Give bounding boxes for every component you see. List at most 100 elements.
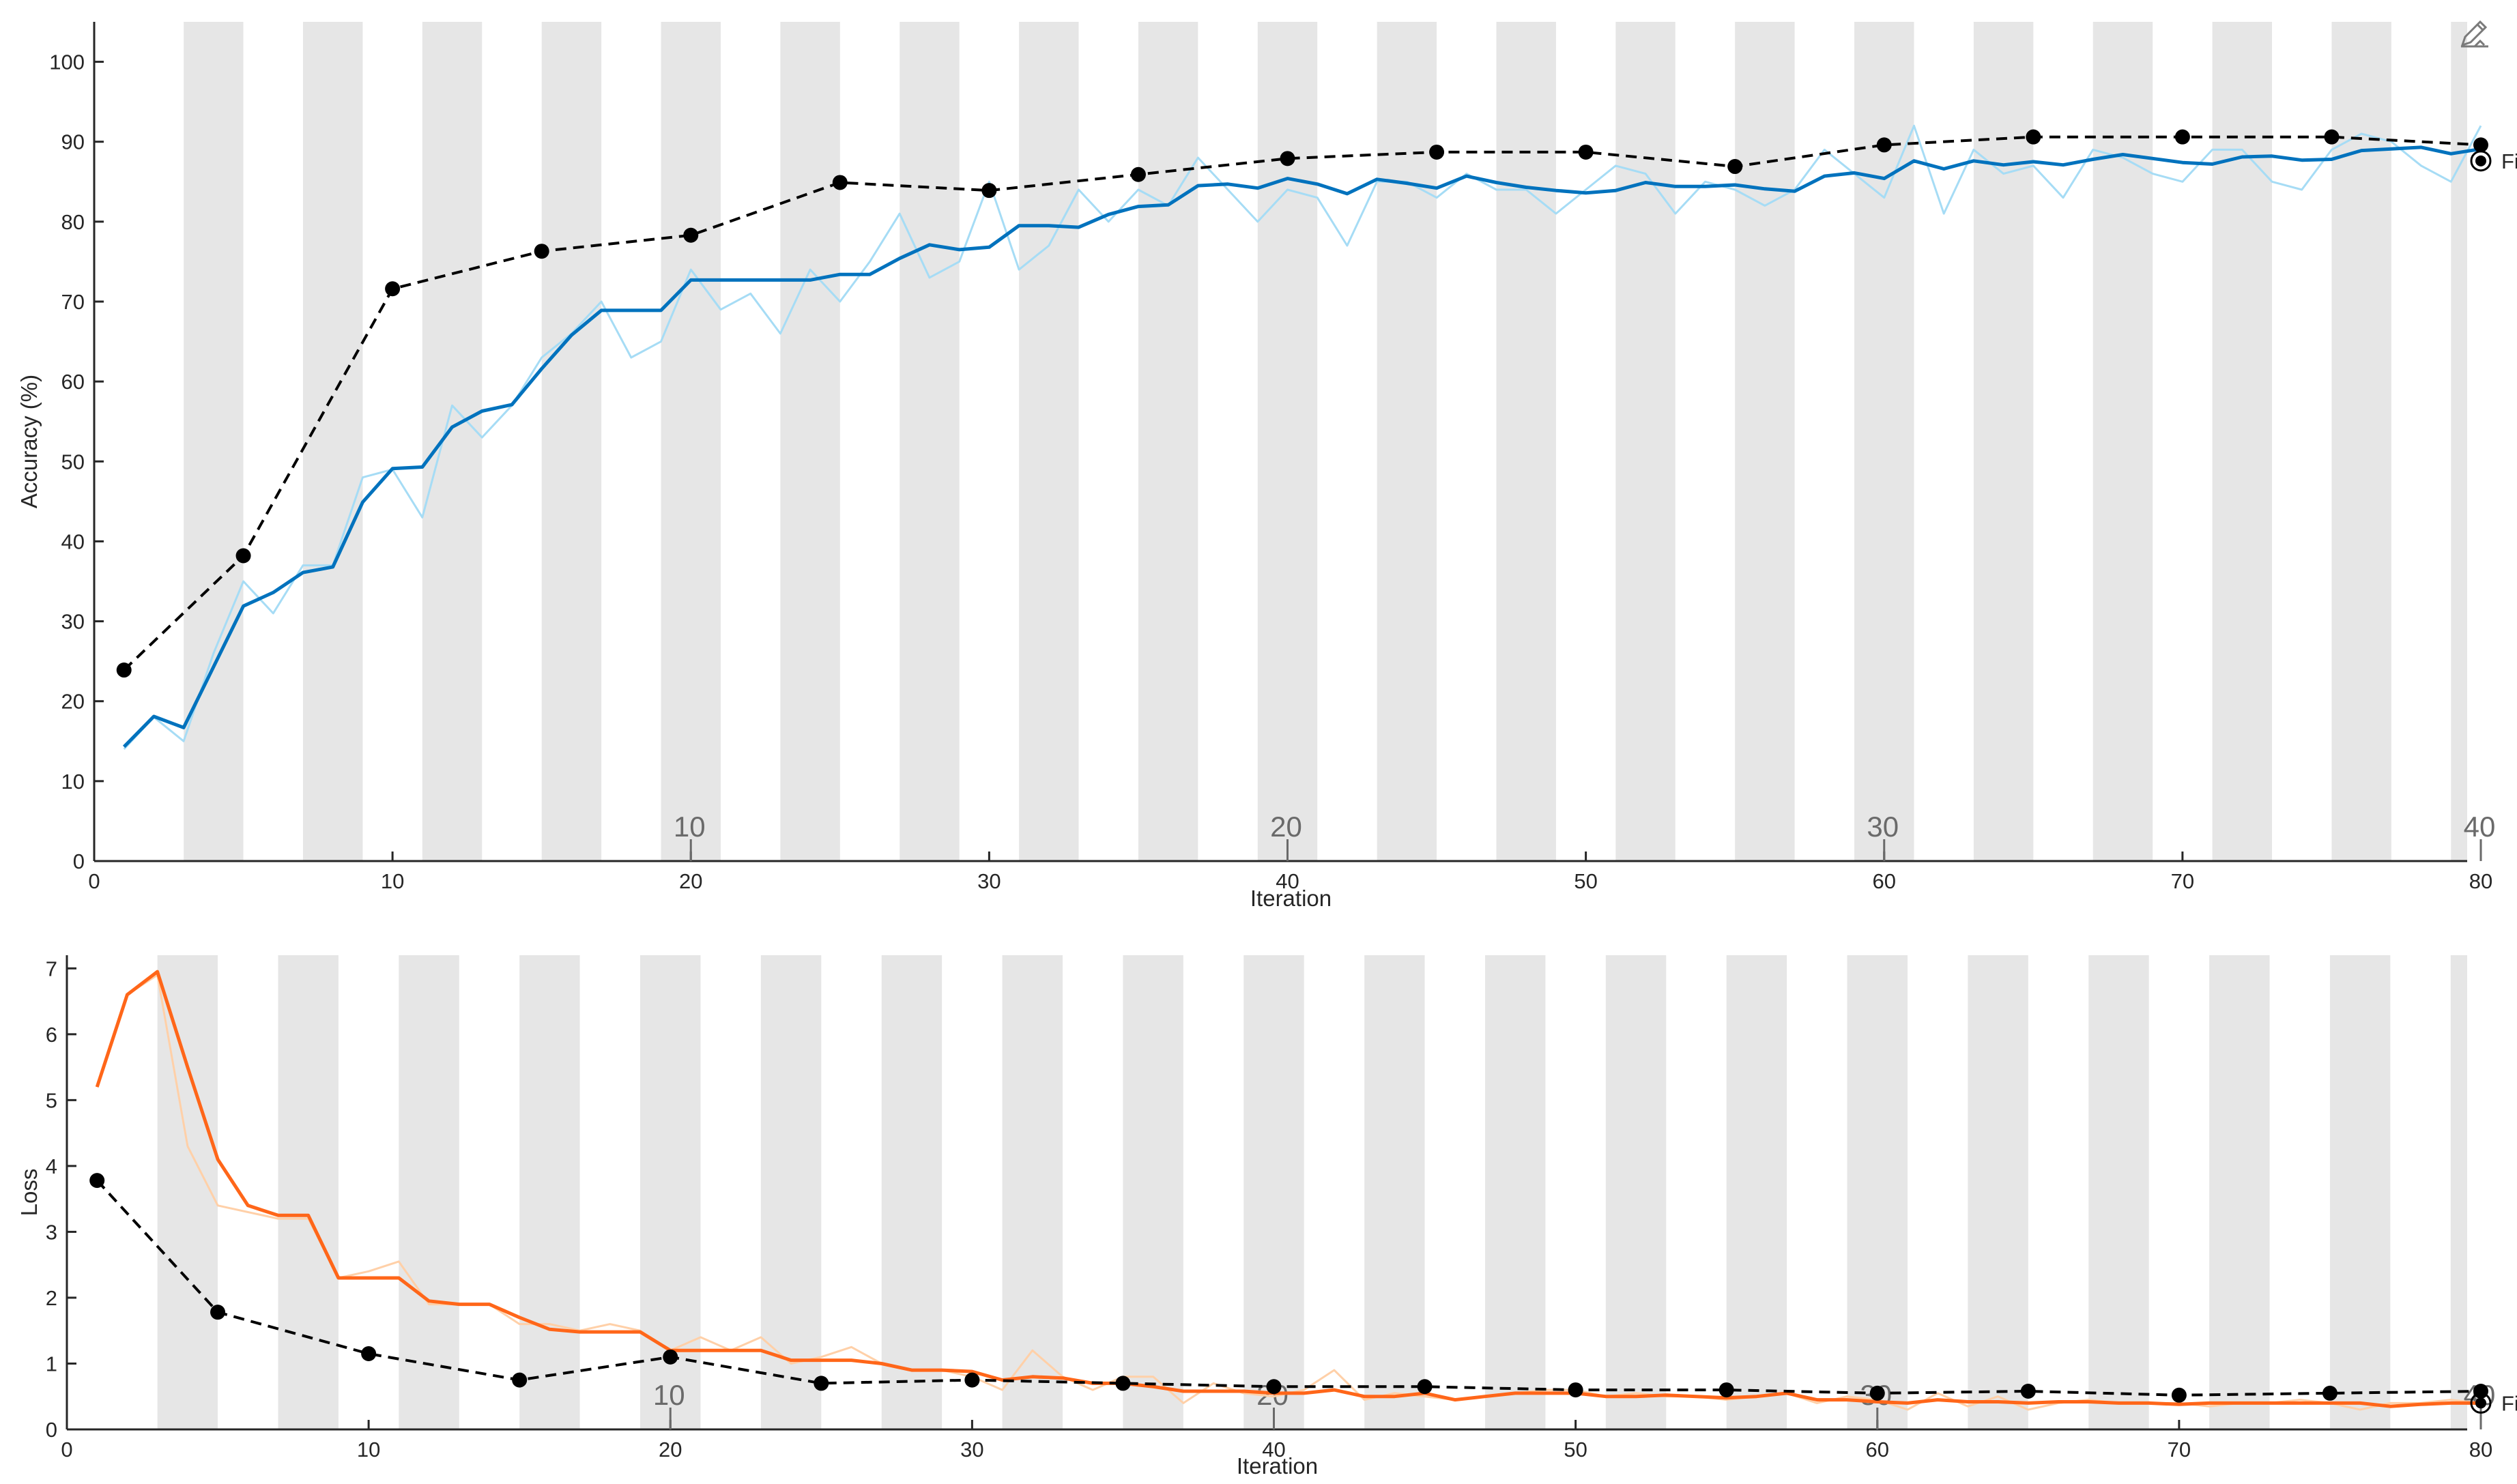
accuracy-validation-point xyxy=(2324,129,2340,145)
loss-epoch-band xyxy=(1968,955,2028,1429)
accuracy-x-tick-label: 40 xyxy=(1276,869,1299,893)
accuracy-x-tick-label: 80 xyxy=(2469,869,2492,893)
loss-validation-point xyxy=(512,1372,528,1388)
loss-validation-point xyxy=(814,1376,829,1391)
accuracy-final-label: Final xyxy=(2501,149,2517,173)
accuracy-epoch-band xyxy=(2212,22,2273,861)
loss-x-label: Iteration xyxy=(1237,1453,1318,1479)
edit-export-icon[interactable] xyxy=(2457,15,2492,50)
loss-x-tick-label: 50 xyxy=(1564,1438,1587,1461)
loss-validation-point xyxy=(1718,1382,1734,1398)
accuracy-epoch-band xyxy=(1257,22,1318,861)
loss-y-tick-label: 4 xyxy=(46,1154,57,1178)
loss-epoch-label: 10 xyxy=(653,1379,685,1411)
accuracy-validation-point xyxy=(2473,137,2488,153)
accuracy-validation-point xyxy=(832,175,848,190)
loss-validation-point xyxy=(210,1305,226,1320)
accuracy-validation-point xyxy=(981,183,997,199)
loss-epoch-band xyxy=(1605,955,1667,1429)
loss-epoch-band xyxy=(1364,955,1425,1429)
loss-validation-point xyxy=(663,1349,678,1365)
accuracy-epoch-band xyxy=(2331,22,2391,861)
loss-y-label: Loss xyxy=(16,1169,42,1217)
loss-x-tick-label: 10 xyxy=(357,1438,380,1461)
accuracy-epoch-band xyxy=(1019,22,1079,861)
loss-epoch-band xyxy=(1243,955,1304,1429)
accuracy-epoch-band xyxy=(184,22,244,861)
loss-y-tick-label: 7 xyxy=(46,957,57,980)
loss-x-tick-label: 70 xyxy=(2168,1438,2191,1461)
loss-validation-point xyxy=(2020,1384,2036,1399)
accuracy-epoch-label: 20 xyxy=(1270,811,1302,843)
accuracy-epoch-band xyxy=(2092,22,2153,861)
accuracy-epoch-band xyxy=(661,22,721,861)
loss-y-tick-label: 1 xyxy=(46,1352,57,1376)
accuracy-validation-point xyxy=(2174,129,2190,145)
accuracy-epoch-band xyxy=(541,22,602,861)
loss-y-tick-label: 3 xyxy=(46,1220,57,1244)
accuracy-x-tick-label: 60 xyxy=(1873,869,1896,893)
loss-epoch-band xyxy=(399,955,459,1429)
loss-epoch-band xyxy=(760,955,822,1429)
loss-epoch-band xyxy=(1123,955,1183,1429)
accuracy-epoch-label: 40 xyxy=(2464,811,2496,843)
accuracy-epoch-band xyxy=(1615,22,1675,861)
pencil-icon xyxy=(2460,20,2488,48)
accuracy-x-tick-label: 0 xyxy=(88,869,100,893)
accuracy-validation-point xyxy=(1578,144,1594,160)
loss-epoch-band xyxy=(1726,955,1787,1429)
accuracy-epoch-band xyxy=(1377,22,1437,861)
loss-y-tick-label: 6 xyxy=(46,1023,57,1047)
loss-final-marker-dot xyxy=(2475,1397,2486,1409)
accuracy-final-marker-dot xyxy=(2475,155,2486,166)
loss-panel: 012345670102030405060708010203040LossIte… xyxy=(16,955,2517,1479)
accuracy-validation-point xyxy=(534,244,549,259)
accuracy-panel: 0 10 20 30 40 50 60 70 80 90 100 0 10 20 30 40 50 60 70 80 1… xyxy=(16,22,2517,911)
accuracy-validation-point xyxy=(1280,151,1295,166)
loss-validation-point xyxy=(1869,1385,1885,1401)
accuracy-epoch-band xyxy=(1138,22,1198,861)
accuracy-epoch-band xyxy=(422,22,483,861)
accuracy-smoothed-series-line xyxy=(122,145,2482,748)
accuracy-y-tick-label: 40 xyxy=(61,529,85,553)
loss-smoothed-series-line xyxy=(95,970,2481,1408)
loss-validation-point xyxy=(89,1173,105,1189)
loss-validation-point xyxy=(2322,1385,2338,1401)
loss-epoch-band xyxy=(1002,955,1063,1429)
loss-final-label: Final xyxy=(2501,1391,2517,1415)
loss-x-tick-label: 60 xyxy=(1866,1438,1889,1461)
accuracy-y-tick-label: 100 xyxy=(49,50,85,74)
accuracy-epoch-band xyxy=(780,22,840,861)
accuracy-x-tick-label: 70 xyxy=(2171,869,2194,893)
loss-y-tick-label: 5 xyxy=(46,1088,57,1112)
loss-validation-point xyxy=(1417,1379,1433,1395)
loss-x-tick-label: 80 xyxy=(2469,1438,2492,1461)
accuracy-x-tick-label: 30 xyxy=(977,869,1001,893)
accuracy-y-tick-label: 50 xyxy=(61,450,85,474)
accuracy-x-label: Iteration xyxy=(1250,886,1332,911)
accuracy-validation-point xyxy=(2026,129,2041,145)
accuracy-validation-point xyxy=(116,663,132,678)
loss-epoch-band xyxy=(278,955,339,1429)
accuracy-y-label: Accuracy (%) xyxy=(16,375,42,508)
accuracy-epoch-band xyxy=(1496,22,1556,861)
loss-x-tick-label: 30 xyxy=(960,1438,983,1461)
accuracy-y-tick-label: 90 xyxy=(61,130,85,154)
loss-epoch-band xyxy=(2329,955,2391,1429)
loss-validation-point xyxy=(1266,1379,1282,1395)
loss-epoch-band xyxy=(2209,955,2270,1429)
loss-y-tick-label: 2 xyxy=(46,1286,57,1310)
loss-x-tick-label: 0 xyxy=(61,1438,72,1461)
accuracy-final-marker xyxy=(2470,150,2492,172)
accuracy-validation-point xyxy=(683,227,699,243)
loss-validation-point xyxy=(2171,1387,2187,1403)
accuracy-x-tick-label: 10 xyxy=(381,869,404,893)
accuracy-validation-point xyxy=(1727,159,1743,175)
accuracy-validation-point xyxy=(1130,166,1146,182)
accuracy-y-tick-label: 80 xyxy=(61,210,85,234)
accuracy-epoch-band xyxy=(302,22,363,861)
loss-epoch-band xyxy=(1484,955,1546,1429)
loss-epoch-band xyxy=(881,955,943,1429)
accuracy-epoch-band xyxy=(900,22,960,861)
